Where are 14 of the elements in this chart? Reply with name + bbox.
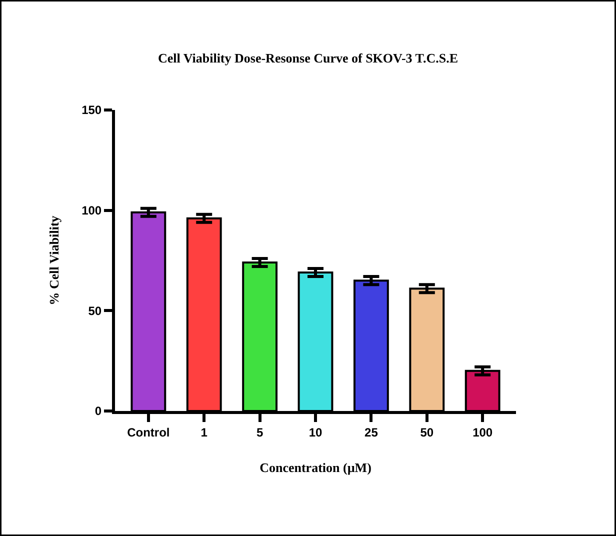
x-tick-label: 1 bbox=[200, 425, 208, 440]
y-tick-label: 0 bbox=[94, 404, 102, 418]
x-tick-label: Control bbox=[127, 425, 170, 440]
y-tick-label: 100 bbox=[82, 204, 102, 218]
x-tick-label: 5 bbox=[256, 425, 264, 440]
y-tick-label: 150 bbox=[82, 103, 102, 118]
y-tick-label: 50 bbox=[88, 304, 102, 318]
chart-title: Cell Viability Dose-Resonse Curve of SKOV-3 T.C.S.E bbox=[158, 50, 458, 66]
x-tick-label: 10 bbox=[308, 425, 322, 440]
x-axis-title: Concentration (µM) bbox=[260, 460, 372, 475]
x-tick-label: 25 bbox=[364, 425, 378, 440]
x-tick-label: 50 bbox=[420, 425, 434, 440]
x-tick-label: 100 bbox=[472, 425, 493, 440]
y-axis-title: % Cell Viability bbox=[46, 215, 62, 306]
